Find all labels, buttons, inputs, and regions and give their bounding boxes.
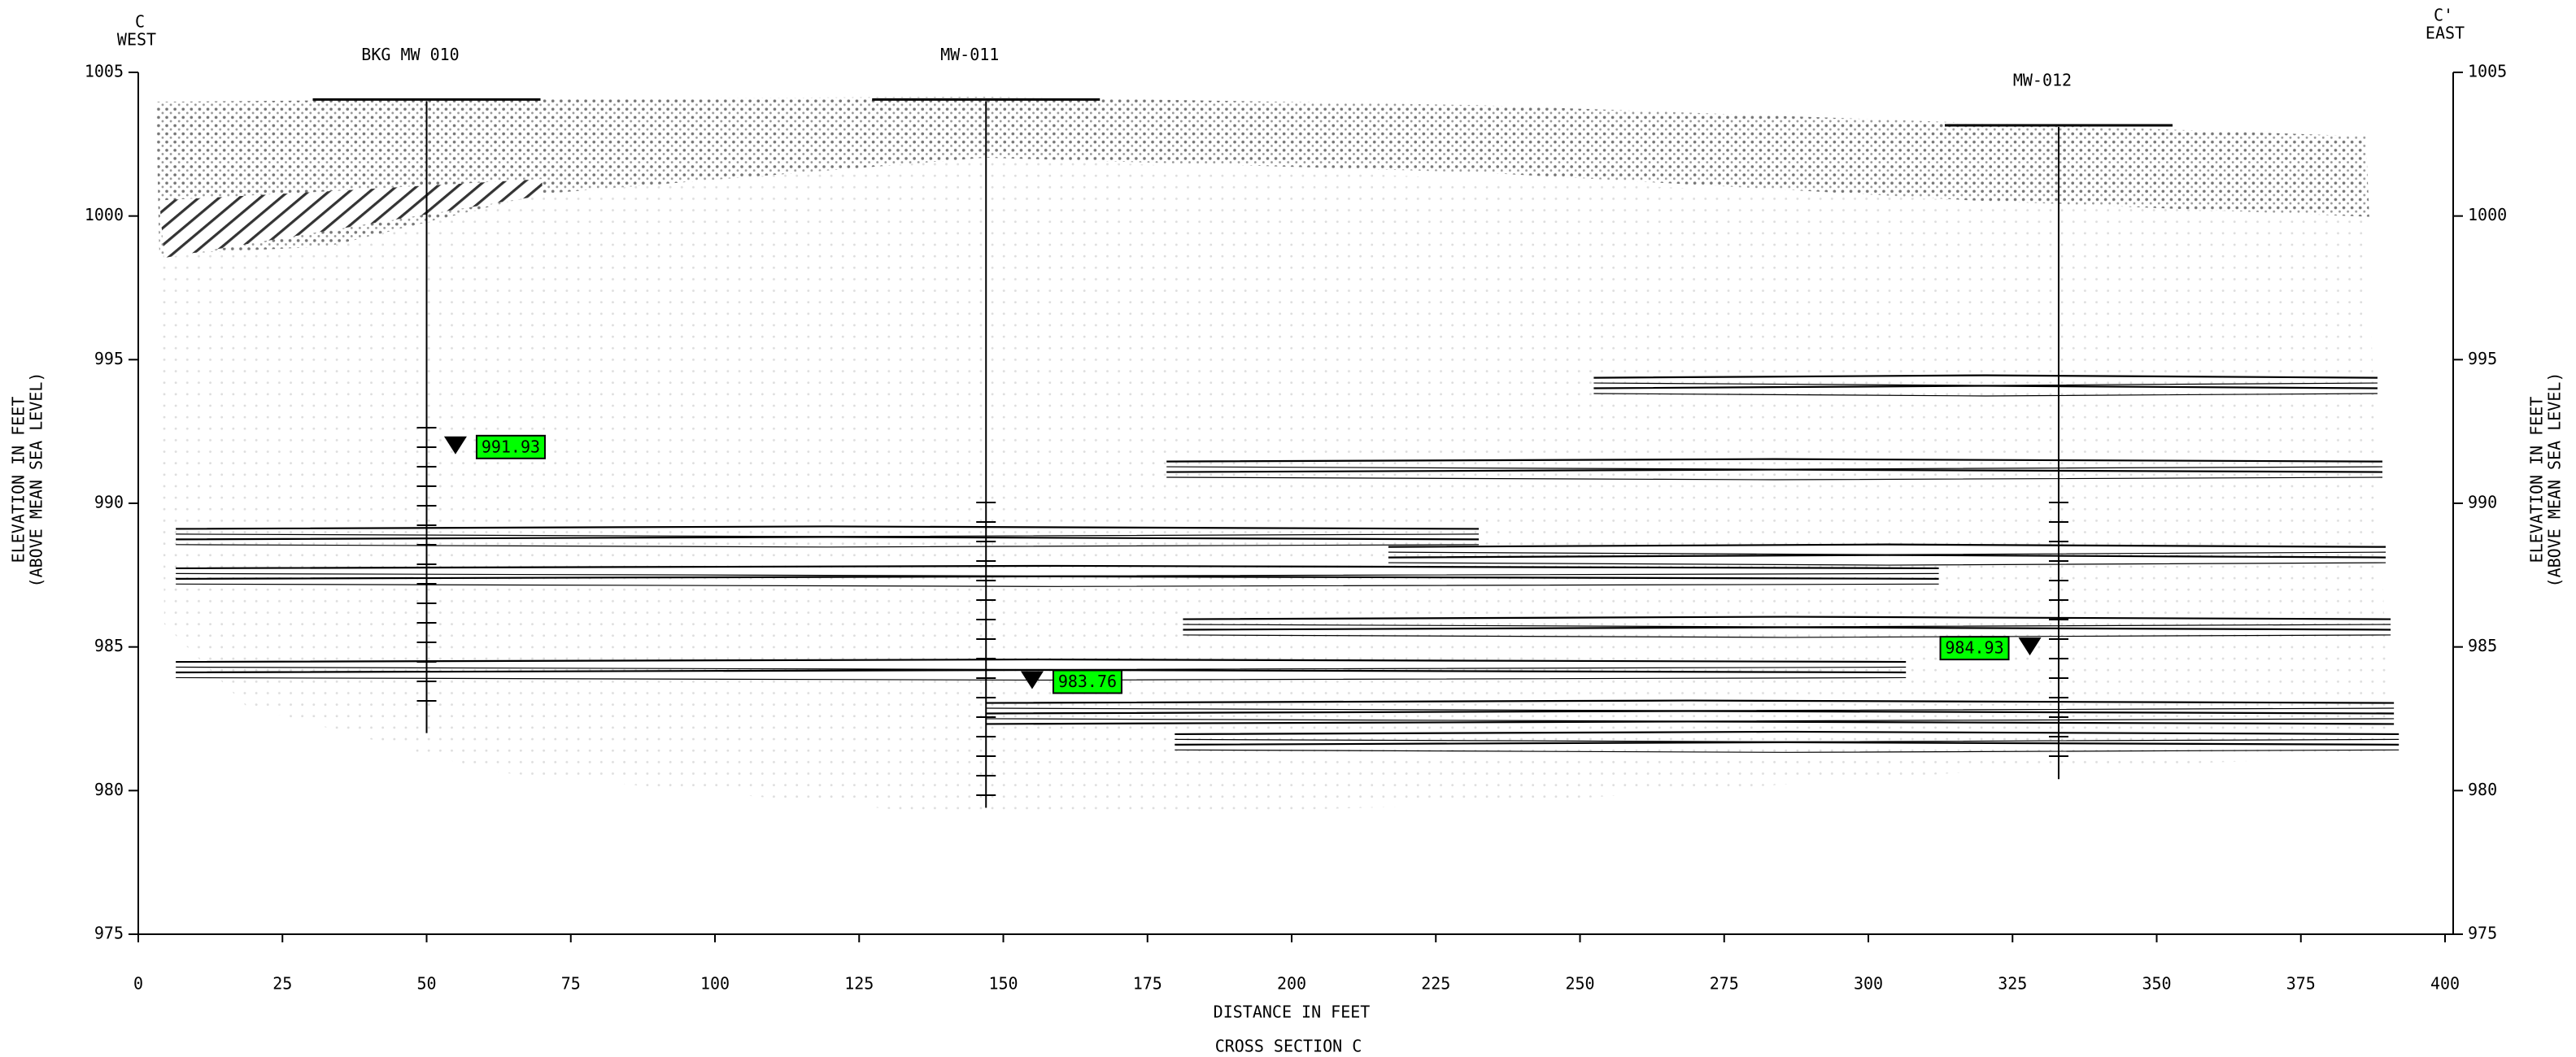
x-axis-label: DISTANCE IN FEET	[1214, 1003, 1371, 1022]
water-level-marker	[1020, 671, 1044, 689]
topsoil-unit	[155, 97, 2369, 255]
water-level-label: 991.93	[482, 437, 540, 456]
water-level-box	[1939, 636, 2010, 661]
x-tick-label: 200	[1277, 974, 1306, 994]
x-tick-label: 400	[2430, 974, 2460, 994]
water-level-marker	[2018, 637, 2042, 656]
clay-lens-line	[1166, 476, 2383, 481]
corner-label: WEST	[117, 30, 156, 50]
clay-lens-line	[985, 699, 2395, 704]
clay-lens-line	[176, 676, 1907, 681]
y-tick-label: 995	[2468, 349, 2497, 368]
y-tick-label: 990	[94, 493, 124, 512]
water-level-label: 983.76	[1058, 672, 1117, 691]
silt-unit	[159, 179, 543, 259]
y-tick-label: 990	[2468, 493, 2497, 512]
clay-lens-line	[1593, 393, 2378, 397]
x-tick-label: 125	[844, 974, 874, 994]
y-axis-label: ELEVATION IN FEET	[2527, 397, 2547, 563]
x-tick-label: 0	[133, 974, 143, 994]
y-tick-label: 980	[94, 780, 124, 799]
clay-lens-line	[176, 525, 1480, 530]
y-tick-label: 1005	[2468, 62, 2507, 81]
x-tick-label: 300	[1854, 974, 1883, 994]
clay-lens-line	[1183, 615, 2391, 620]
y-tick-label: 975	[94, 924, 124, 943]
clay-lens-line	[1175, 741, 2399, 746]
clay-lens-line	[176, 544, 1480, 548]
x-tick-label: 25	[272, 974, 292, 994]
clay-lens-line	[1166, 468, 2383, 473]
clay-lens-line	[1175, 749, 2399, 753]
clay-lens-line	[985, 720, 2395, 725]
clay-lens-line	[1593, 385, 2378, 389]
y-tick-label: 995	[94, 349, 124, 368]
corner-label: EAST	[2426, 24, 2465, 43]
clay-lens-line	[1183, 626, 2391, 631]
x-tick-label: 175	[1133, 974, 1162, 994]
clay-lens-line	[176, 564, 1939, 570]
sand-unit	[159, 157, 2391, 818]
clay-lens-line	[176, 575, 1939, 580]
clay-lens-line	[1388, 554, 2386, 559]
y-tick-label: 1000	[2468, 205, 2507, 224]
clay-lens-line	[176, 658, 1907, 663]
clay-lens-line	[1388, 543, 2386, 548]
well-name: MW-012	[2013, 71, 2072, 90]
clay-lens-line	[1183, 634, 2391, 638]
y-axis-label: ELEVATION IN FEET	[9, 397, 28, 563]
well-name: BKG MW 010	[361, 45, 459, 64]
x-tick-label: 350	[2142, 974, 2171, 994]
chart-title: CROSS SECTION C	[1215, 1037, 1362, 1056]
corner-label: C'	[2434, 6, 2453, 25]
water-level-label: 984.93	[1945, 638, 2003, 658]
x-tick-label: 325	[1998, 974, 2027, 994]
water-level-marker	[443, 436, 467, 455]
y-tick-label: 985	[94, 636, 124, 655]
clay-lens-line	[176, 583, 1939, 587]
y-axis-label: (ABOVE MEAN SEA LEVEL)	[27, 372, 46, 588]
y-tick-label: 975	[2468, 924, 2497, 943]
x-tick-label: 225	[1421, 974, 1450, 994]
x-tick-label: 50	[416, 974, 436, 994]
y-tick-label: 1005	[85, 62, 124, 81]
clay-lens-line	[1166, 458, 2383, 463]
x-tick-label: 275	[1710, 974, 1739, 994]
x-tick-label: 100	[700, 974, 730, 994]
y-axis-label: (ABOVE MEAN SEA LEVEL)	[2545, 372, 2565, 588]
water-level-box	[475, 434, 546, 459]
strata	[155, 97, 2391, 818]
clay-lens-line	[1388, 562, 2386, 566]
clay-lens-line	[176, 668, 1907, 674]
x-tick-label: 375	[2286, 974, 2316, 994]
well-name: MW-011	[940, 45, 999, 64]
water-level-box	[1052, 669, 1122, 694]
x-tick-label: 250	[1565, 974, 1594, 994]
clay-lens-line	[176, 536, 1480, 541]
y-tick-label: 985	[2468, 636, 2497, 655]
x-tick-label: 150	[988, 974, 1018, 994]
clay-lens-line	[1593, 374, 2378, 379]
clay-lens-line	[985, 710, 2395, 715]
corner-label: C	[135, 12, 145, 32]
x-tick-label: 75	[561, 974, 581, 994]
y-tick-label: 1000	[85, 205, 124, 224]
clay-lens-line	[1175, 730, 2399, 736]
y-tick-label: 980	[2468, 780, 2497, 799]
